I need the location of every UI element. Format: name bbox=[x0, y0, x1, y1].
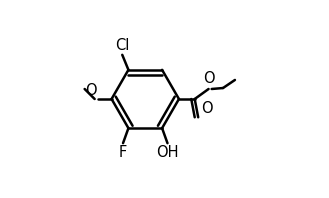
Text: OH: OH bbox=[156, 145, 179, 160]
Text: O: O bbox=[203, 71, 215, 86]
Text: F: F bbox=[119, 145, 127, 160]
Text: Cl: Cl bbox=[115, 38, 129, 53]
Text: O: O bbox=[85, 83, 97, 98]
Text: O: O bbox=[201, 101, 213, 116]
